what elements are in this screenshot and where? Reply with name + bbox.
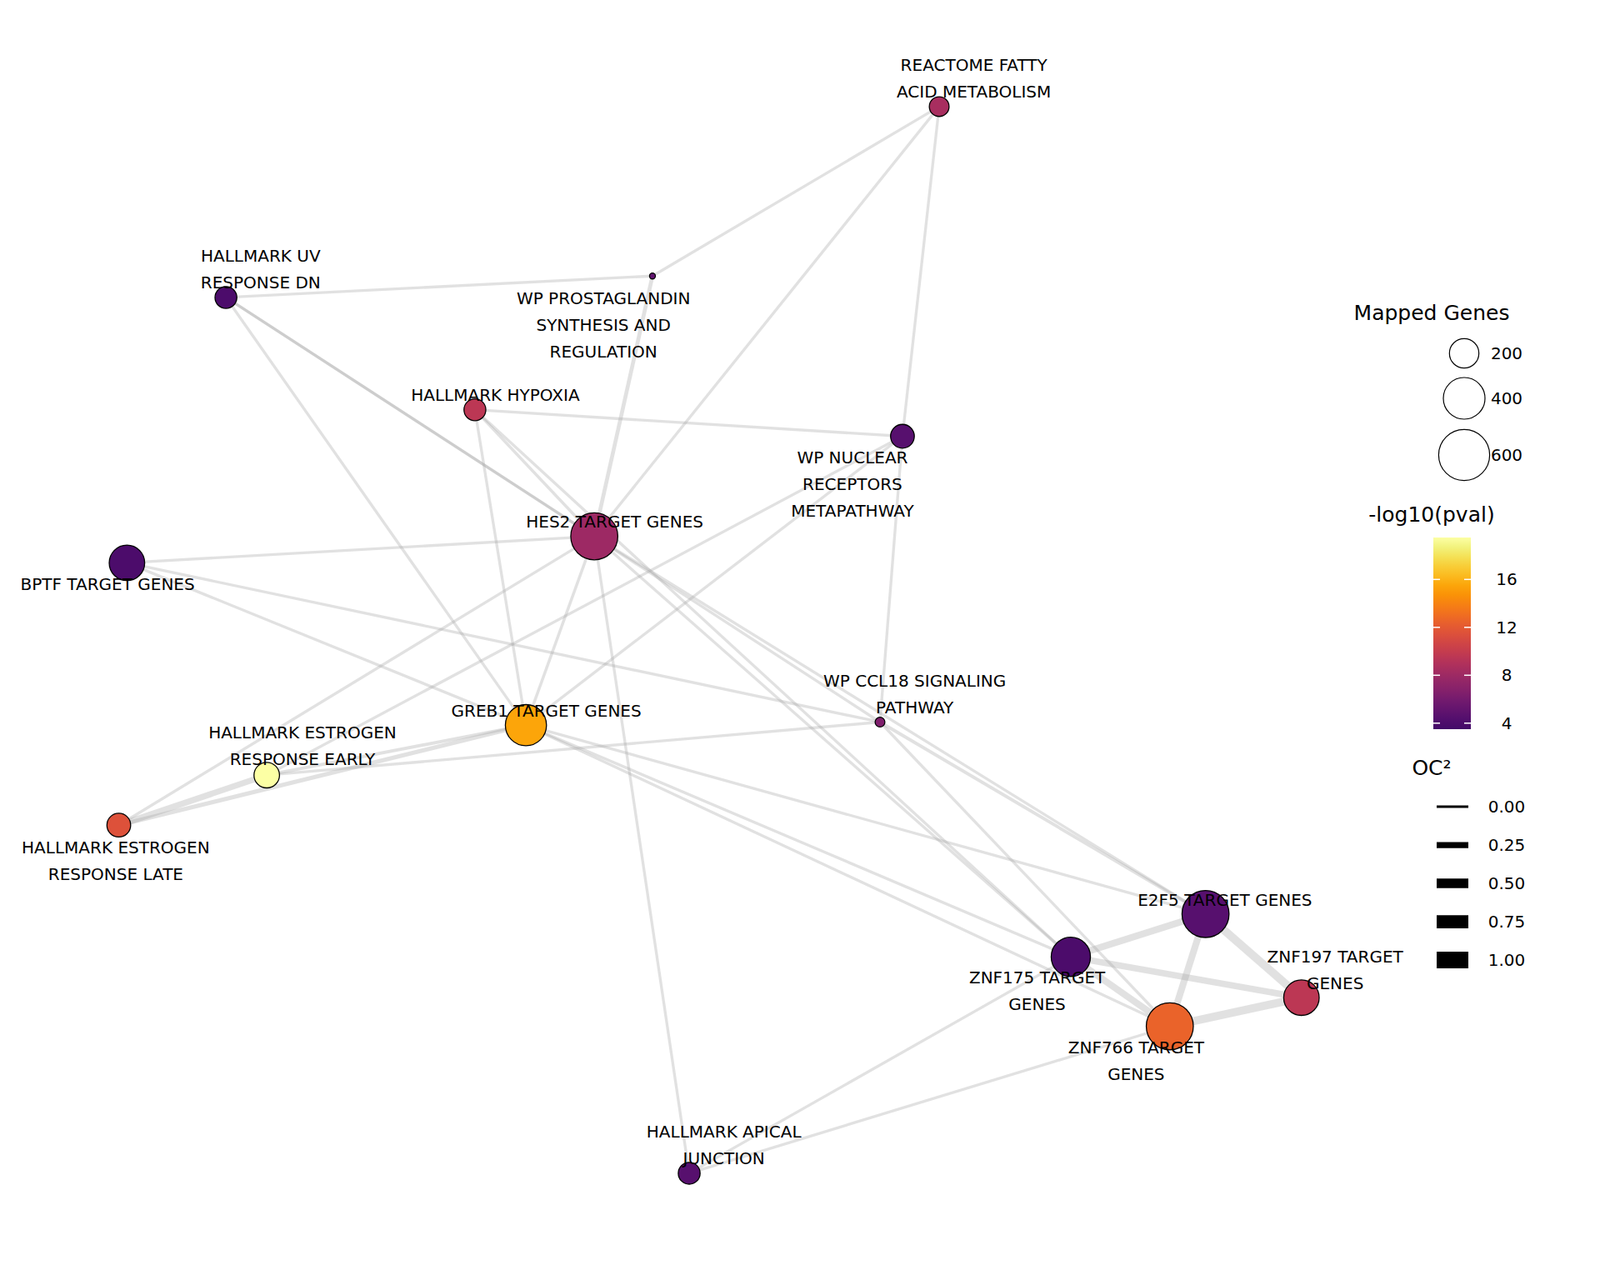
svg-text:ZNF175 TARGETGENES: ZNF175 TARGETGENES (969, 967, 1106, 1015)
svg-text:16: 16 (1495, 569, 1517, 590)
svg-text:0.00: 0.00 (1488, 796, 1526, 817)
svg-text:-log10(pval): -log10(pval) (1368, 502, 1495, 527)
svg-text:HALLMARK HYPOXIA: HALLMARK HYPOXIA (410, 385, 580, 405)
svg-text:12: 12 (1495, 617, 1517, 638)
svg-text:ZNF766 TARGETGENES: ZNF766 TARGETGENES (1068, 1037, 1205, 1085)
svg-text:HES2 TARGET GENES: HES2 TARGET GENES (525, 511, 704, 532)
svg-text:0.50: 0.50 (1488, 873, 1526, 894)
svg-text:HALLMARK UVRESPONSE DN: HALLMARK UVRESPONSE DN (200, 245, 321, 293)
svg-text:OC²: OC² (1411, 755, 1451, 780)
svg-text:REACTOME FATTYACID METABOLISM: REACTOME FATTYACID METABOLISM (896, 55, 1051, 102)
svg-text:HALLMARK APICALJUNCTION: HALLMARK APICALJUNCTION (646, 1121, 803, 1169)
svg-text:0.75: 0.75 (1488, 911, 1526, 932)
svg-text:8: 8 (1501, 665, 1513, 685)
svg-text:E2F5 TARGET GENES: E2F5 TARGET GENES (1137, 890, 1312, 910)
svg-text:1.00: 1.00 (1488, 950, 1526, 970)
svg-text:BPTF TARGET GENES: BPTF TARGET GENES (20, 574, 195, 595)
svg-text:200: 200 (1490, 343, 1523, 364)
svg-text:400: 400 (1490, 388, 1523, 409)
svg-text:GREB1 TARGET GENES: GREB1 TARGET GENES (450, 700, 641, 721)
svg-text:WP CCL18 SIGNALINGPATHWAY: WP CCL18 SIGNALINGPATHWAY (823, 670, 1006, 718)
svg-text:0.25: 0.25 (1488, 835, 1526, 855)
svg-text:600: 600 (1490, 445, 1523, 465)
svg-text:HALLMARK ESTROGENRESPONSE EARL: HALLMARK ESTROGENRESPONSE EARLY (208, 722, 397, 770)
svg-text:WP NUCLEARRECEPTORSMETAPATHWAY: WP NUCLEARRECEPTORSMETAPATHWAY (790, 447, 915, 521)
svg-text:4: 4 (1501, 713, 1513, 734)
svg-text:WP PROSTAGLANDINSYNTHESIS ANDR: WP PROSTAGLANDINSYNTHESIS ANDREGULATION (516, 288, 691, 362)
svg-text:Mapped Genes: Mapped Genes (1354, 300, 1510, 325)
svg-text:HALLMARK ESTROGENRESPONSE LATE: HALLMARK ESTROGENRESPONSE LATE (21, 837, 210, 885)
svg-text:ZNF197 TARGETGENES: ZNF197 TARGETGENES (1266, 946, 1404, 994)
